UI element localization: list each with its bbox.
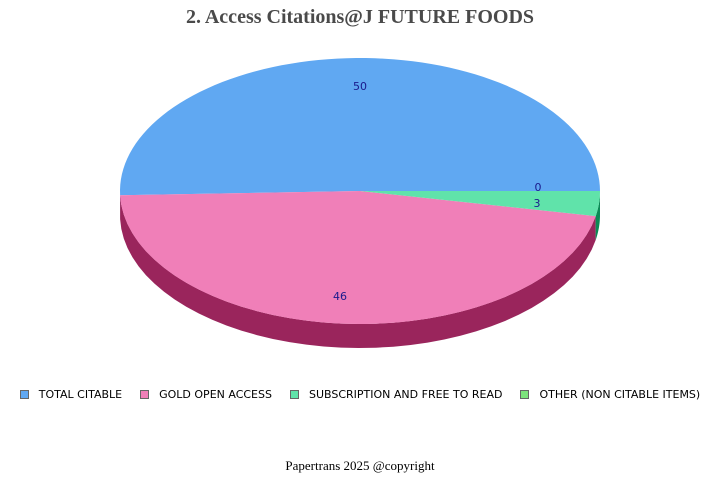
slice-value-label: 46 <box>333 290 347 303</box>
slice-value-label: 50 <box>353 80 367 93</box>
legend-label: GOLD OPEN ACCESS <box>159 388 272 401</box>
legend-label: SUBSCRIPTION AND FREE TO READ <box>308 388 503 401</box>
pie-slice-2[interactable] <box>360 191 600 217</box>
legend-item-gold-open-access[interactable]: GOLD OPEN ACCESS <box>140 388 272 401</box>
legend-swatch <box>140 390 150 399</box>
legend-swatch <box>520 390 530 399</box>
legend-item-subscription[interactable]: SUBSCRIPTION AND FREE TO READ <box>289 388 503 401</box>
pie-slice-0[interactable] <box>120 58 600 196</box>
legend-label: OTHER (NON CITABLE ITEMS) <box>539 388 701 401</box>
pie-side-2 <box>595 191 600 241</box>
copyright-footer: Papertrans 2025 @copyright <box>285 458 435 473</box>
legend-label: TOTAL CITABLE <box>38 388 123 401</box>
chart-title: 2. Access Citations@J FUTURE FOODS <box>185 6 535 28</box>
pie-side-1 <box>120 195 596 348</box>
legend: TOTAL CITABLE GOLD OPEN ACCESS SUBSCRIPT… <box>0 388 720 401</box>
pie-labels: 50 46 3 0 <box>333 80 542 303</box>
slice-value-label: 0 <box>535 181 542 194</box>
pie-sides <box>120 191 600 348</box>
legend-item-other[interactable]: OTHER (NON CITABLE ITEMS) <box>520 388 700 401</box>
legend-swatch <box>19 390 29 399</box>
pie-chart: 50 46 3 0 <box>120 58 600 348</box>
pie-top <box>120 58 600 324</box>
legend-swatch <box>289 390 299 399</box>
legend-item-total-citable[interactable]: TOTAL CITABLE <box>19 388 123 401</box>
pie-slice-1[interactable] <box>120 191 596 324</box>
slice-value-label: 3 <box>534 197 541 210</box>
